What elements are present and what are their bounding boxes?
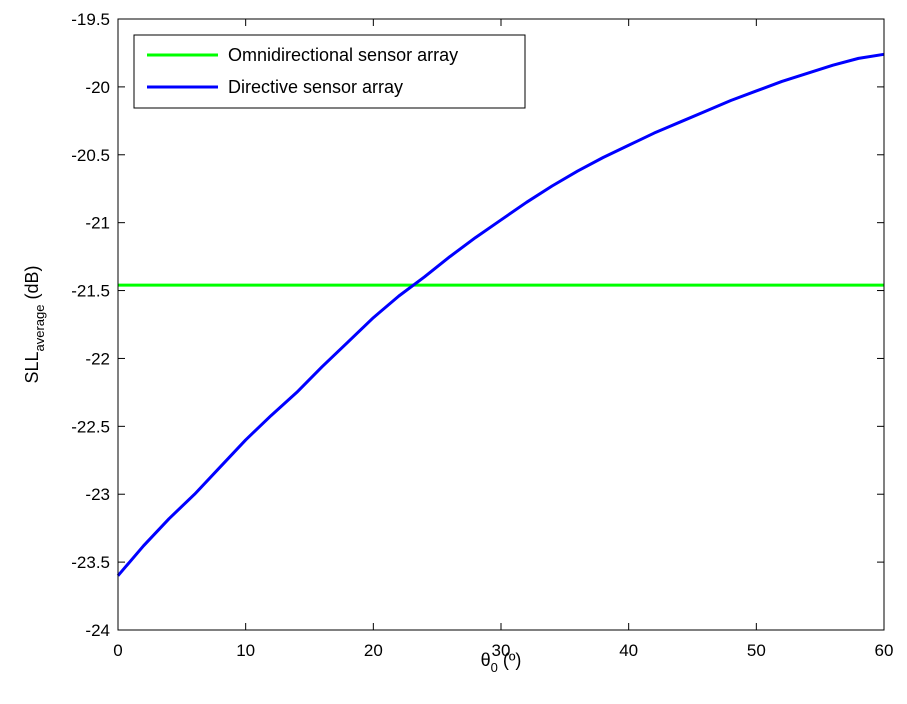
legend-box: [133, 34, 526, 109]
x-tick-label: 50: [747, 641, 766, 660]
y-tick-label: -22.5: [71, 417, 110, 436]
x-tick-label: 20: [364, 641, 383, 660]
x-tick-label: 30: [492, 641, 511, 660]
y-axis-label: SLLaverage (dB): [22, 265, 47, 383]
y-tick-label: -20: [85, 78, 110, 97]
axis-layer: 0 10 20 30 40 50 60 -24 -23.5 -23 -22.5 -22 -21.5 -21…: [71, 10, 893, 660]
plot-area: [117, 18, 885, 631]
legend-label: Omnidirectional sensor array: [228, 45, 458, 65]
series-layer: [116, 52, 885, 577]
legend-label: Directive sensor array: [228, 77, 403, 97]
y-tick-label: -23: [85, 485, 110, 504]
y-tick-label: -19.5: [71, 10, 110, 29]
y-tick-label: -22: [85, 349, 110, 368]
y-tick-label: -23.5: [71, 553, 110, 572]
x-tick-label: 0: [113, 641, 122, 660]
x-tick-label: 40: [619, 641, 638, 660]
y-tick-label: -20.5: [71, 146, 110, 165]
x-axis-label: θ0 (º): [481, 650, 522, 675]
y-tick-label: -24: [85, 621, 110, 640]
legend: Omnidirectional sensor array Directive se…: [133, 34, 526, 109]
series-line-2: [116, 52, 885, 577]
x-tick-label: 60: [875, 641, 894, 660]
y-tick-label: -21: [85, 214, 110, 233]
x-tick-label: 10: [236, 641, 255, 660]
y-tick-label: -21.5: [71, 282, 110, 301]
